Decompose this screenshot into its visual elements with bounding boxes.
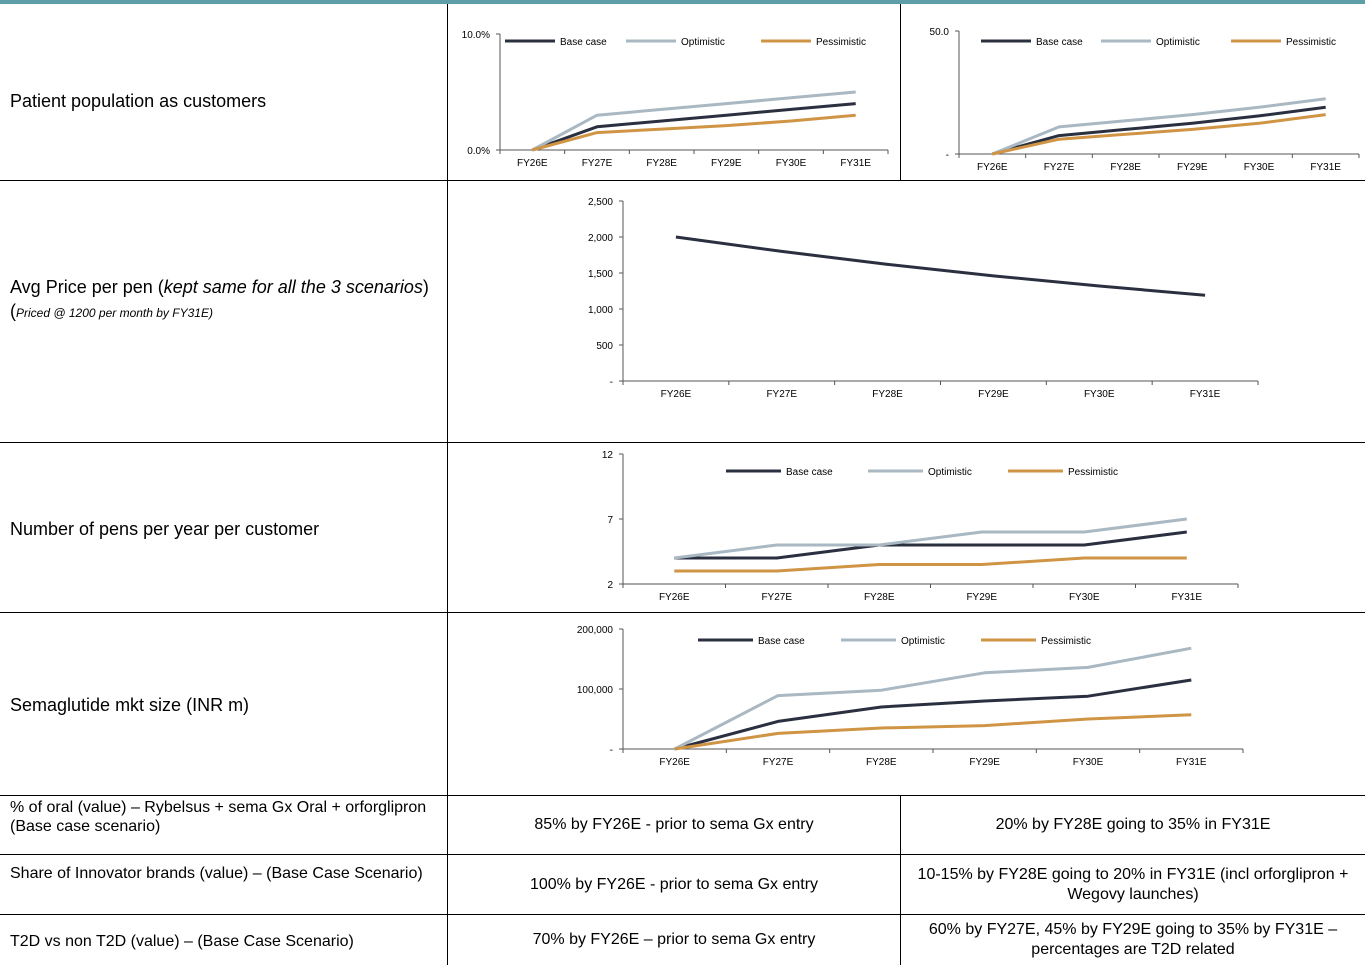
x-tick-label: FY30E xyxy=(1084,389,1115,400)
series-line-optimistic xyxy=(674,517,1187,560)
y-tick-label: 500 xyxy=(596,341,613,352)
x-tick-label: FY27E xyxy=(582,158,613,169)
column-divider xyxy=(447,4,448,965)
series-line-pessimistic xyxy=(674,713,1192,751)
row-divider xyxy=(0,612,1365,613)
x-tick-label: FY26E xyxy=(517,158,548,169)
x-tick-label: FY28E xyxy=(866,757,897,768)
x-tick-label: FY27E xyxy=(763,757,794,768)
row-divider xyxy=(0,914,1365,915)
x-tick-label: FY29E xyxy=(711,158,742,169)
series-line-base-case xyxy=(991,105,1326,156)
legend-label: Optimistic xyxy=(681,37,725,48)
x-tick-label: FY30E xyxy=(1069,592,1100,603)
y-tick-label: 0.0% xyxy=(467,146,490,157)
legend-label: Optimistic xyxy=(901,636,945,647)
series-line-base-case xyxy=(674,678,1192,751)
legend-label: Base case xyxy=(786,467,833,478)
y-tick-label: 1,500 xyxy=(588,269,613,280)
y-tick-label: 12 xyxy=(602,450,614,461)
x-tick-label: FY27E xyxy=(766,389,797,400)
y-tick-label: 200,000 xyxy=(577,625,614,636)
row-label-avg-price: Avg Price per pen (kept same for all the… xyxy=(10,277,429,321)
x-tick-label: FY28E xyxy=(1110,162,1141,173)
legend-label: Base case xyxy=(560,37,607,48)
table-cell: 10-15% by FY28E going to 20% in FY31E (i… xyxy=(917,865,1349,903)
y-tick-label: 100,000 xyxy=(577,685,614,696)
series-line-pessimistic xyxy=(991,113,1326,156)
x-tick-label: FY29E xyxy=(978,389,1009,400)
legend-label: Pessimistic xyxy=(1286,37,1336,48)
x-tick-label: FY29E xyxy=(969,757,1000,768)
table-row-label: T2D vs non T2D (value) – (Base Case Scen… xyxy=(10,933,354,950)
series-line-base-case xyxy=(531,102,856,152)
x-tick-label: FY31E xyxy=(1190,389,1221,400)
chart-pens-per-year: FY26E FY27E FY28E FY29E FY30E FY31E 2 7 12 Base c… xyxy=(602,450,1239,603)
legend-label: Base case xyxy=(1036,37,1083,48)
y-tick-label: 50.0 xyxy=(930,27,950,38)
x-tick-label: FY28E xyxy=(872,389,903,400)
row-divider xyxy=(0,795,1365,796)
x-tick-label: FY30E xyxy=(776,158,807,169)
series-line-optimistic xyxy=(531,90,856,152)
x-tick-label: FY31E xyxy=(1171,592,1202,603)
row-divider xyxy=(0,442,1365,443)
x-tick-label: FY27E xyxy=(1044,162,1075,173)
y-tick-label: 2 xyxy=(607,580,613,591)
x-tick-label: FY31E xyxy=(1310,162,1341,173)
column-divider xyxy=(900,4,901,180)
y-tick-label: 10.0% xyxy=(462,30,490,41)
chart-patient-population-pct: FY26E FY27E FY28E FY29E FY30E FY31E 0.0% 10.0% B… xyxy=(462,30,889,169)
row-label-pens-per-year: Number of pens per year per customer xyxy=(10,519,320,539)
x-tick-label: FY30E xyxy=(1073,757,1104,768)
x-tick-label: FY28E xyxy=(864,592,895,603)
table-row-label: % of oral (value) – Rybelsus + sema Gx O… xyxy=(10,799,427,835)
series-line-optimistic xyxy=(674,646,1192,751)
chart-patient-population-count: FY26E FY27E FY28E FY29E FY30E FY31E - 50.0 Base … xyxy=(930,27,1360,173)
y-tick-label: - xyxy=(610,377,613,388)
series-line-base-case xyxy=(674,530,1187,560)
row-label-patient-population: Patient population as customers xyxy=(10,91,267,111)
series-line-pessimistic xyxy=(674,556,1187,573)
y-tick-label: 1,000 xyxy=(588,305,613,316)
series-line-price xyxy=(675,235,1206,297)
x-tick-label: FY29E xyxy=(1177,162,1208,173)
legend-label: Pessimistic xyxy=(816,37,866,48)
x-tick-label: FY26E xyxy=(661,389,692,400)
legend-label: Optimistic xyxy=(1156,37,1200,48)
table-cell: 100% by FY26E - prior to sema Gx entry xyxy=(529,875,819,893)
row-label-mkt-size: Semaglutide mkt size (INR m) xyxy=(10,695,250,715)
series-line-optimistic xyxy=(991,97,1326,156)
chart-semaglutide-mkt-size: FY26E FY27E FY28E FY29E FY30E FY31E - 100,000 20… xyxy=(577,625,1244,768)
x-tick-label: FY26E xyxy=(977,162,1008,173)
series-line-pessimistic xyxy=(531,113,856,152)
x-tick-label: FY31E xyxy=(1176,757,1207,768)
table-cell: 20% by FY28E going to 35% in FY31E xyxy=(995,816,1271,833)
chart-avg-price-per-pen: FY26E FY27E FY28E FY29E FY30E FY31E - 500 1,000 1… xyxy=(588,197,1259,400)
table-cell: 85% by FY26E - prior to sema Gx entry xyxy=(534,816,814,833)
row-divider xyxy=(0,854,1365,855)
x-tick-label: FY29E xyxy=(966,592,997,603)
x-tick-label: FY27E xyxy=(761,592,792,603)
legend-label: Pessimistic xyxy=(1041,636,1091,647)
legend-label: Pessimistic xyxy=(1068,467,1118,478)
table-row-label: Share of Innovator brands (value) – (Bas… xyxy=(10,865,423,882)
table-cell: 60% by FY27E, 45% by FY29E going to 35% … xyxy=(928,921,1338,958)
legend-label: Base case xyxy=(758,636,805,647)
x-tick-label: FY28E xyxy=(646,158,677,169)
legend-label: Optimistic xyxy=(928,467,972,478)
column-divider xyxy=(900,795,901,965)
x-tick-label: FY30E xyxy=(1244,162,1275,173)
y-tick-label: 2,000 xyxy=(588,233,613,244)
y-tick-label: 7 xyxy=(607,515,613,526)
y-tick-label: - xyxy=(610,745,613,756)
y-tick-label: - xyxy=(946,150,949,161)
x-tick-label: FY26E xyxy=(659,757,690,768)
table-cell: 70% by FY26E – prior to sema Gx entry xyxy=(532,931,816,948)
x-tick-label: FY31E xyxy=(840,158,871,169)
row-divider xyxy=(0,180,1365,181)
x-tick-label: FY26E xyxy=(659,592,690,603)
top-accent-bar xyxy=(0,0,1365,4)
y-tick-label: 2,500 xyxy=(588,197,613,208)
